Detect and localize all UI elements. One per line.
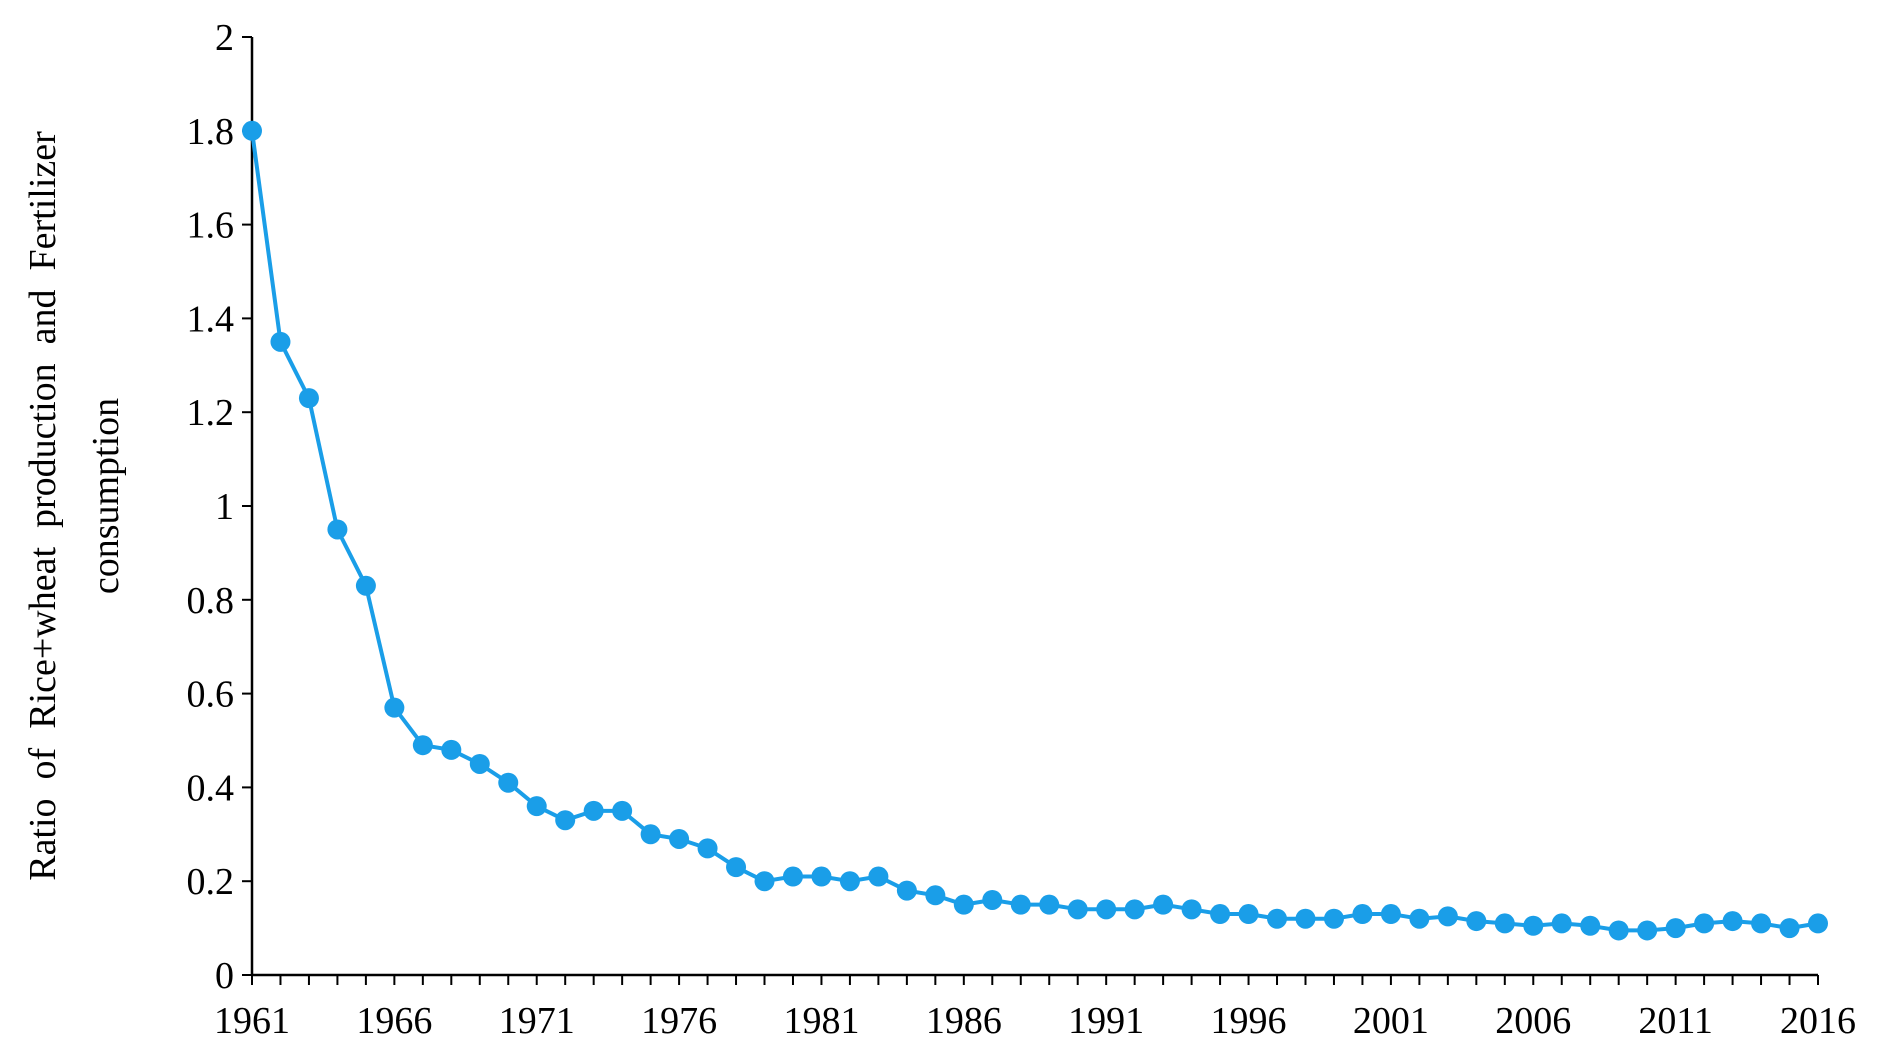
data-point <box>811 866 832 887</box>
x-tick-label: 1996 <box>1211 1000 1287 1042</box>
data-point <box>726 857 747 878</box>
data-point <box>242 120 262 141</box>
x-tick-label: 1976 <box>641 1000 717 1042</box>
data-point <box>839 871 860 892</box>
y-tick-label: 1.4 <box>187 298 235 340</box>
data-point <box>1096 899 1117 920</box>
y-tick-label: 0.6 <box>187 674 235 716</box>
data-point <box>298 388 319 409</box>
y-tick-label: 0.8 <box>187 580 235 622</box>
y-tick-label: 1 <box>215 486 234 528</box>
y-axis-ticks: 0 0.2 0.4 0.6 0.8 1 1.2 1.4 1.6 1.8 2 <box>187 17 252 997</box>
data-point <box>1494 913 1515 934</box>
data-point <box>526 796 547 817</box>
y-axis-title-line-1: Ratio of Rice+wheat production and Ferti… <box>22 131 64 881</box>
data-point <box>1580 915 1601 936</box>
data-point <box>1466 911 1487 932</box>
data-point <box>640 824 661 845</box>
data-point <box>1210 904 1231 925</box>
x-tick-label: 2001 <box>1353 1000 1429 1042</box>
data-point <box>1751 913 1772 934</box>
data-point <box>327 519 348 540</box>
data-point <box>1637 920 1658 941</box>
data-point <box>1295 908 1316 929</box>
data-point <box>754 871 775 892</box>
data-point <box>1067 899 1088 920</box>
data-point <box>782 866 803 887</box>
data-point <box>1409 908 1430 929</box>
data-point <box>441 739 462 760</box>
series-group <box>242 120 1828 941</box>
data-point <box>1039 894 1060 915</box>
data-point <box>1665 918 1686 939</box>
data-point <box>1694 913 1715 934</box>
data-point <box>1551 913 1572 934</box>
data-point <box>612 800 633 821</box>
data-point <box>270 331 291 352</box>
x-tick-label: 1971 <box>499 1000 575 1042</box>
data-point <box>1010 894 1031 915</box>
data-point <box>1181 899 1202 920</box>
x-tick-label: 1961 <box>214 1000 290 1042</box>
data-point <box>982 889 1003 910</box>
data-point <box>1238 904 1259 925</box>
data-point <box>355 575 376 596</box>
x-tick-label: 1986 <box>926 1000 1002 1042</box>
data-point <box>1153 894 1174 915</box>
y-tick-label: 1.6 <box>187 205 235 247</box>
data-point <box>1808 913 1828 934</box>
data-point <box>1380 904 1401 925</box>
data-point <box>1608 920 1629 941</box>
data-point <box>583 800 604 821</box>
y-tick-label: 2 <box>215 17 234 59</box>
data-point <box>1523 915 1544 936</box>
y-axis-title-line-2: consumption <box>85 398 127 594</box>
data-point <box>1352 904 1373 925</box>
data-point <box>469 753 490 774</box>
data-point <box>896 880 917 901</box>
data-point <box>1267 908 1288 929</box>
data-point <box>1323 908 1344 929</box>
y-tick-label: 1.2 <box>187 392 235 434</box>
data-point <box>669 828 690 849</box>
data-point <box>1779 918 1800 939</box>
x-tick-label: 1981 <box>783 1000 859 1042</box>
y-tick-label: 1.8 <box>187 111 235 153</box>
data-point <box>1124 899 1145 920</box>
x-tick-label: 2011 <box>1638 1000 1713 1042</box>
x-tick-label: 1991 <box>1068 1000 1144 1042</box>
x-tick-label: 1966 <box>356 1000 432 1042</box>
y-tick-label: 0.2 <box>187 861 235 903</box>
data-point <box>697 838 718 859</box>
y-tick-label: 0.4 <box>187 767 235 809</box>
data-point <box>412 735 433 756</box>
data-point <box>1722 911 1743 932</box>
data-point <box>868 866 889 887</box>
data-point <box>555 810 576 831</box>
data-point <box>498 772 519 793</box>
series-line <box>250 130 1819 933</box>
data-point <box>384 697 405 718</box>
data-point <box>1437 906 1458 927</box>
x-tick-label: 2016 <box>1780 1000 1856 1042</box>
data-point <box>953 894 974 915</box>
data-point <box>925 885 946 906</box>
x-tick-label: 2006 <box>1495 1000 1571 1042</box>
x-axis-ticks: 1961 1966 1971 1976 1981 1986 1991 1996 2001 2006… <box>214 975 1856 1042</box>
y-tick-label: 0 <box>215 955 234 997</box>
